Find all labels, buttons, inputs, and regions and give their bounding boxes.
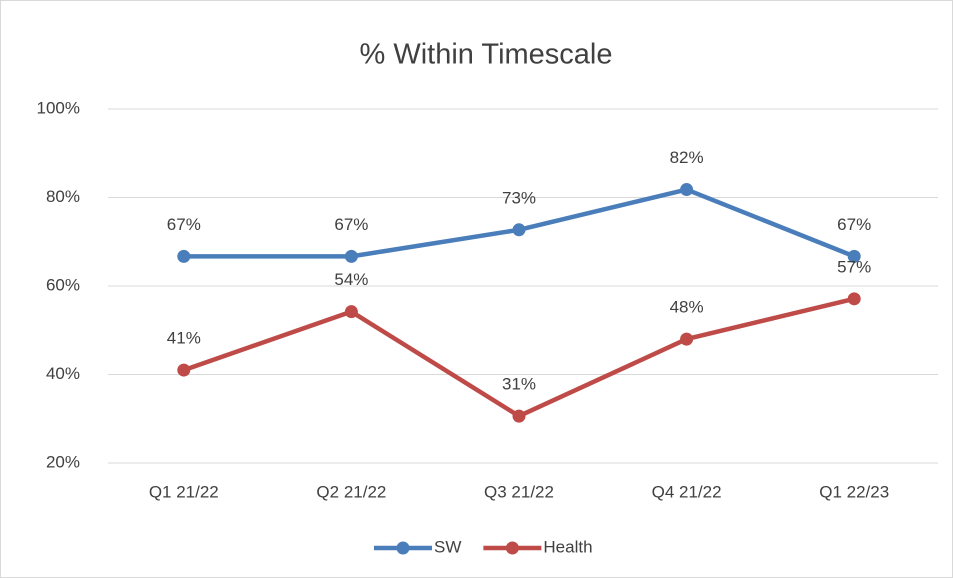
legend-label: Health (543, 537, 592, 556)
data-label: 31% (502, 375, 536, 394)
chart-title: % Within Timescale (359, 39, 612, 71)
data-point (512, 409, 526, 423)
x-tick-label: Q2 21/22 (316, 482, 386, 501)
data-label: 67% (837, 215, 871, 234)
data-point (177, 249, 191, 263)
y-tick-label: 20% (46, 452, 80, 471)
x-tick-label: Q1 21/22 (149, 482, 219, 501)
data-label: 67% (334, 215, 368, 234)
x-tick-label: Q1 22/23 (819, 482, 889, 501)
y-tick-label: 60% (46, 275, 80, 294)
data-point (344, 249, 358, 263)
data-label: 54% (334, 270, 368, 289)
x-tick-label: Q3 21/22 (484, 482, 554, 501)
x-tick-label: Q4 21/22 (652, 482, 722, 501)
data-label: 82% (670, 148, 704, 167)
data-point (680, 183, 694, 197)
data-point (847, 292, 861, 306)
y-tick-label: 40% (46, 364, 80, 383)
data-point (680, 332, 694, 346)
data-point (847, 249, 861, 263)
legend-marker (505, 541, 519, 555)
data-point (177, 363, 191, 377)
y-tick-label: 80% (46, 187, 80, 206)
data-point (512, 223, 526, 237)
data-label: 57% (837, 257, 871, 276)
data-label: 73% (502, 188, 536, 207)
data-label: 67% (167, 215, 201, 234)
legend-label: SW (434, 537, 461, 556)
y-tick-label: 100% (37, 98, 80, 117)
data-point (344, 305, 358, 319)
data-label: 41% (167, 329, 201, 348)
data-label: 48% (670, 298, 704, 317)
legend-marker (396, 541, 410, 555)
